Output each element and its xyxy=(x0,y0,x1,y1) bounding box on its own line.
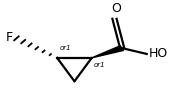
Text: O: O xyxy=(111,2,121,15)
Text: or1: or1 xyxy=(60,45,72,50)
Text: F: F xyxy=(6,31,13,44)
Polygon shape xyxy=(92,46,124,58)
Text: HO: HO xyxy=(149,47,168,60)
Text: or1: or1 xyxy=(94,62,106,68)
